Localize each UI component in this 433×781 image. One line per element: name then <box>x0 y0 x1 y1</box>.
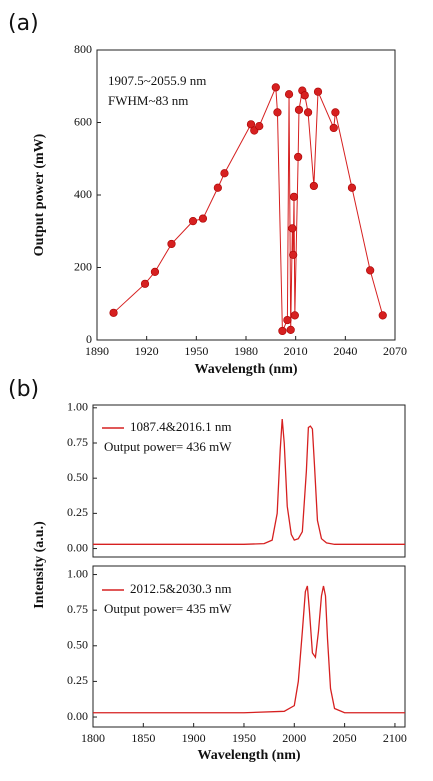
data-point <box>331 108 340 117</box>
legend-label: 1087.4&2016.1 nm <box>130 419 231 434</box>
data-point <box>289 250 298 259</box>
y-tick-label: 0.50 <box>67 638 88 652</box>
y-tick-label: 0.25 <box>67 673 88 687</box>
x-axis-label: Wavelength (nm) <box>197 748 300 763</box>
y-tick-label: 0.00 <box>67 709 88 723</box>
panel-label: (a) <box>8 11 39 36</box>
y-axis-label: Output power (mW) <box>32 133 47 256</box>
x-tick-label: 1920 <box>135 344 159 358</box>
data-point <box>294 152 303 162</box>
annotation: 1907.5~2055.9 nm <box>108 73 206 88</box>
x-tick-label: 1800 <box>81 731 105 745</box>
data-point <box>140 279 150 288</box>
y-tick-label: 0.50 <box>67 470 88 484</box>
legend-label: 2012.5&2030.3 nm <box>130 581 231 596</box>
data-point <box>271 83 280 92</box>
x-tick-label: 1900 <box>182 731 206 745</box>
data-point <box>198 214 208 223</box>
data-point <box>286 325 295 334</box>
data-line <box>93 419 405 545</box>
plot-frame <box>92 565 406 728</box>
y-tick-label: 800 <box>74 42 92 56</box>
y-tick-label: 0 <box>86 332 92 346</box>
data-point <box>288 224 297 233</box>
x-tick-label: 1980 <box>234 344 258 358</box>
x-tick-label: 2050 <box>333 731 357 745</box>
panel-label: (b) <box>8 377 39 402</box>
data-point <box>283 315 292 325</box>
annotation: Output power= 436 mW <box>104 439 232 454</box>
x-tick-label: 1850 <box>131 731 155 745</box>
x-tick-label: 2000 <box>282 731 306 745</box>
data-line <box>93 585 405 714</box>
data-point <box>303 108 313 117</box>
data-point <box>366 266 375 275</box>
y-tick-label: 1.00 <box>67 400 88 414</box>
y-tick-label: 200 <box>74 259 92 273</box>
data-point <box>347 183 357 192</box>
data-point <box>109 308 118 317</box>
data-point <box>289 192 299 201</box>
x-tick-label: 2070 <box>383 344 407 358</box>
data-point <box>309 181 318 191</box>
data-point <box>150 267 160 276</box>
annotation: Output power= 435 mW <box>104 601 232 616</box>
y-tick-label: 400 <box>74 187 92 201</box>
data-point <box>284 90 294 99</box>
y-tick-label: 0.25 <box>67 505 88 519</box>
data-point <box>329 123 338 133</box>
data-point <box>188 217 198 226</box>
data-point <box>213 183 222 192</box>
data-point <box>220 169 229 178</box>
data-point <box>167 239 176 249</box>
y-tick-label: 0.75 <box>67 602 88 616</box>
data-point <box>255 122 264 131</box>
plot-frame <box>92 404 406 558</box>
x-tick-label: 2010 <box>284 344 308 358</box>
x-axis-label: Wavelength (nm) <box>194 362 297 377</box>
x-tick-label: 1890 <box>85 344 109 358</box>
y-tick-label: 1.00 <box>67 566 88 580</box>
data-point <box>313 87 323 96</box>
x-tick-label: 1950 <box>232 731 256 745</box>
data-point <box>378 311 387 320</box>
data-point <box>300 91 309 100</box>
y-tick-label: 600 <box>74 114 92 128</box>
x-tick-label: 2040 <box>333 344 357 358</box>
x-tick-label: 2100 <box>383 731 407 745</box>
y-tick-label: 0.75 <box>67 435 88 449</box>
data-point <box>273 108 282 117</box>
data-point <box>294 105 304 114</box>
y-tick-label: 0.00 <box>67 540 88 554</box>
y-axis-label: Intensity (a.u.) <box>32 521 47 609</box>
data-point <box>278 326 287 336</box>
data-point <box>290 311 299 320</box>
annotation: FWHM~83 nm <box>108 93 188 108</box>
x-tick-label: 1950 <box>184 344 208 358</box>
